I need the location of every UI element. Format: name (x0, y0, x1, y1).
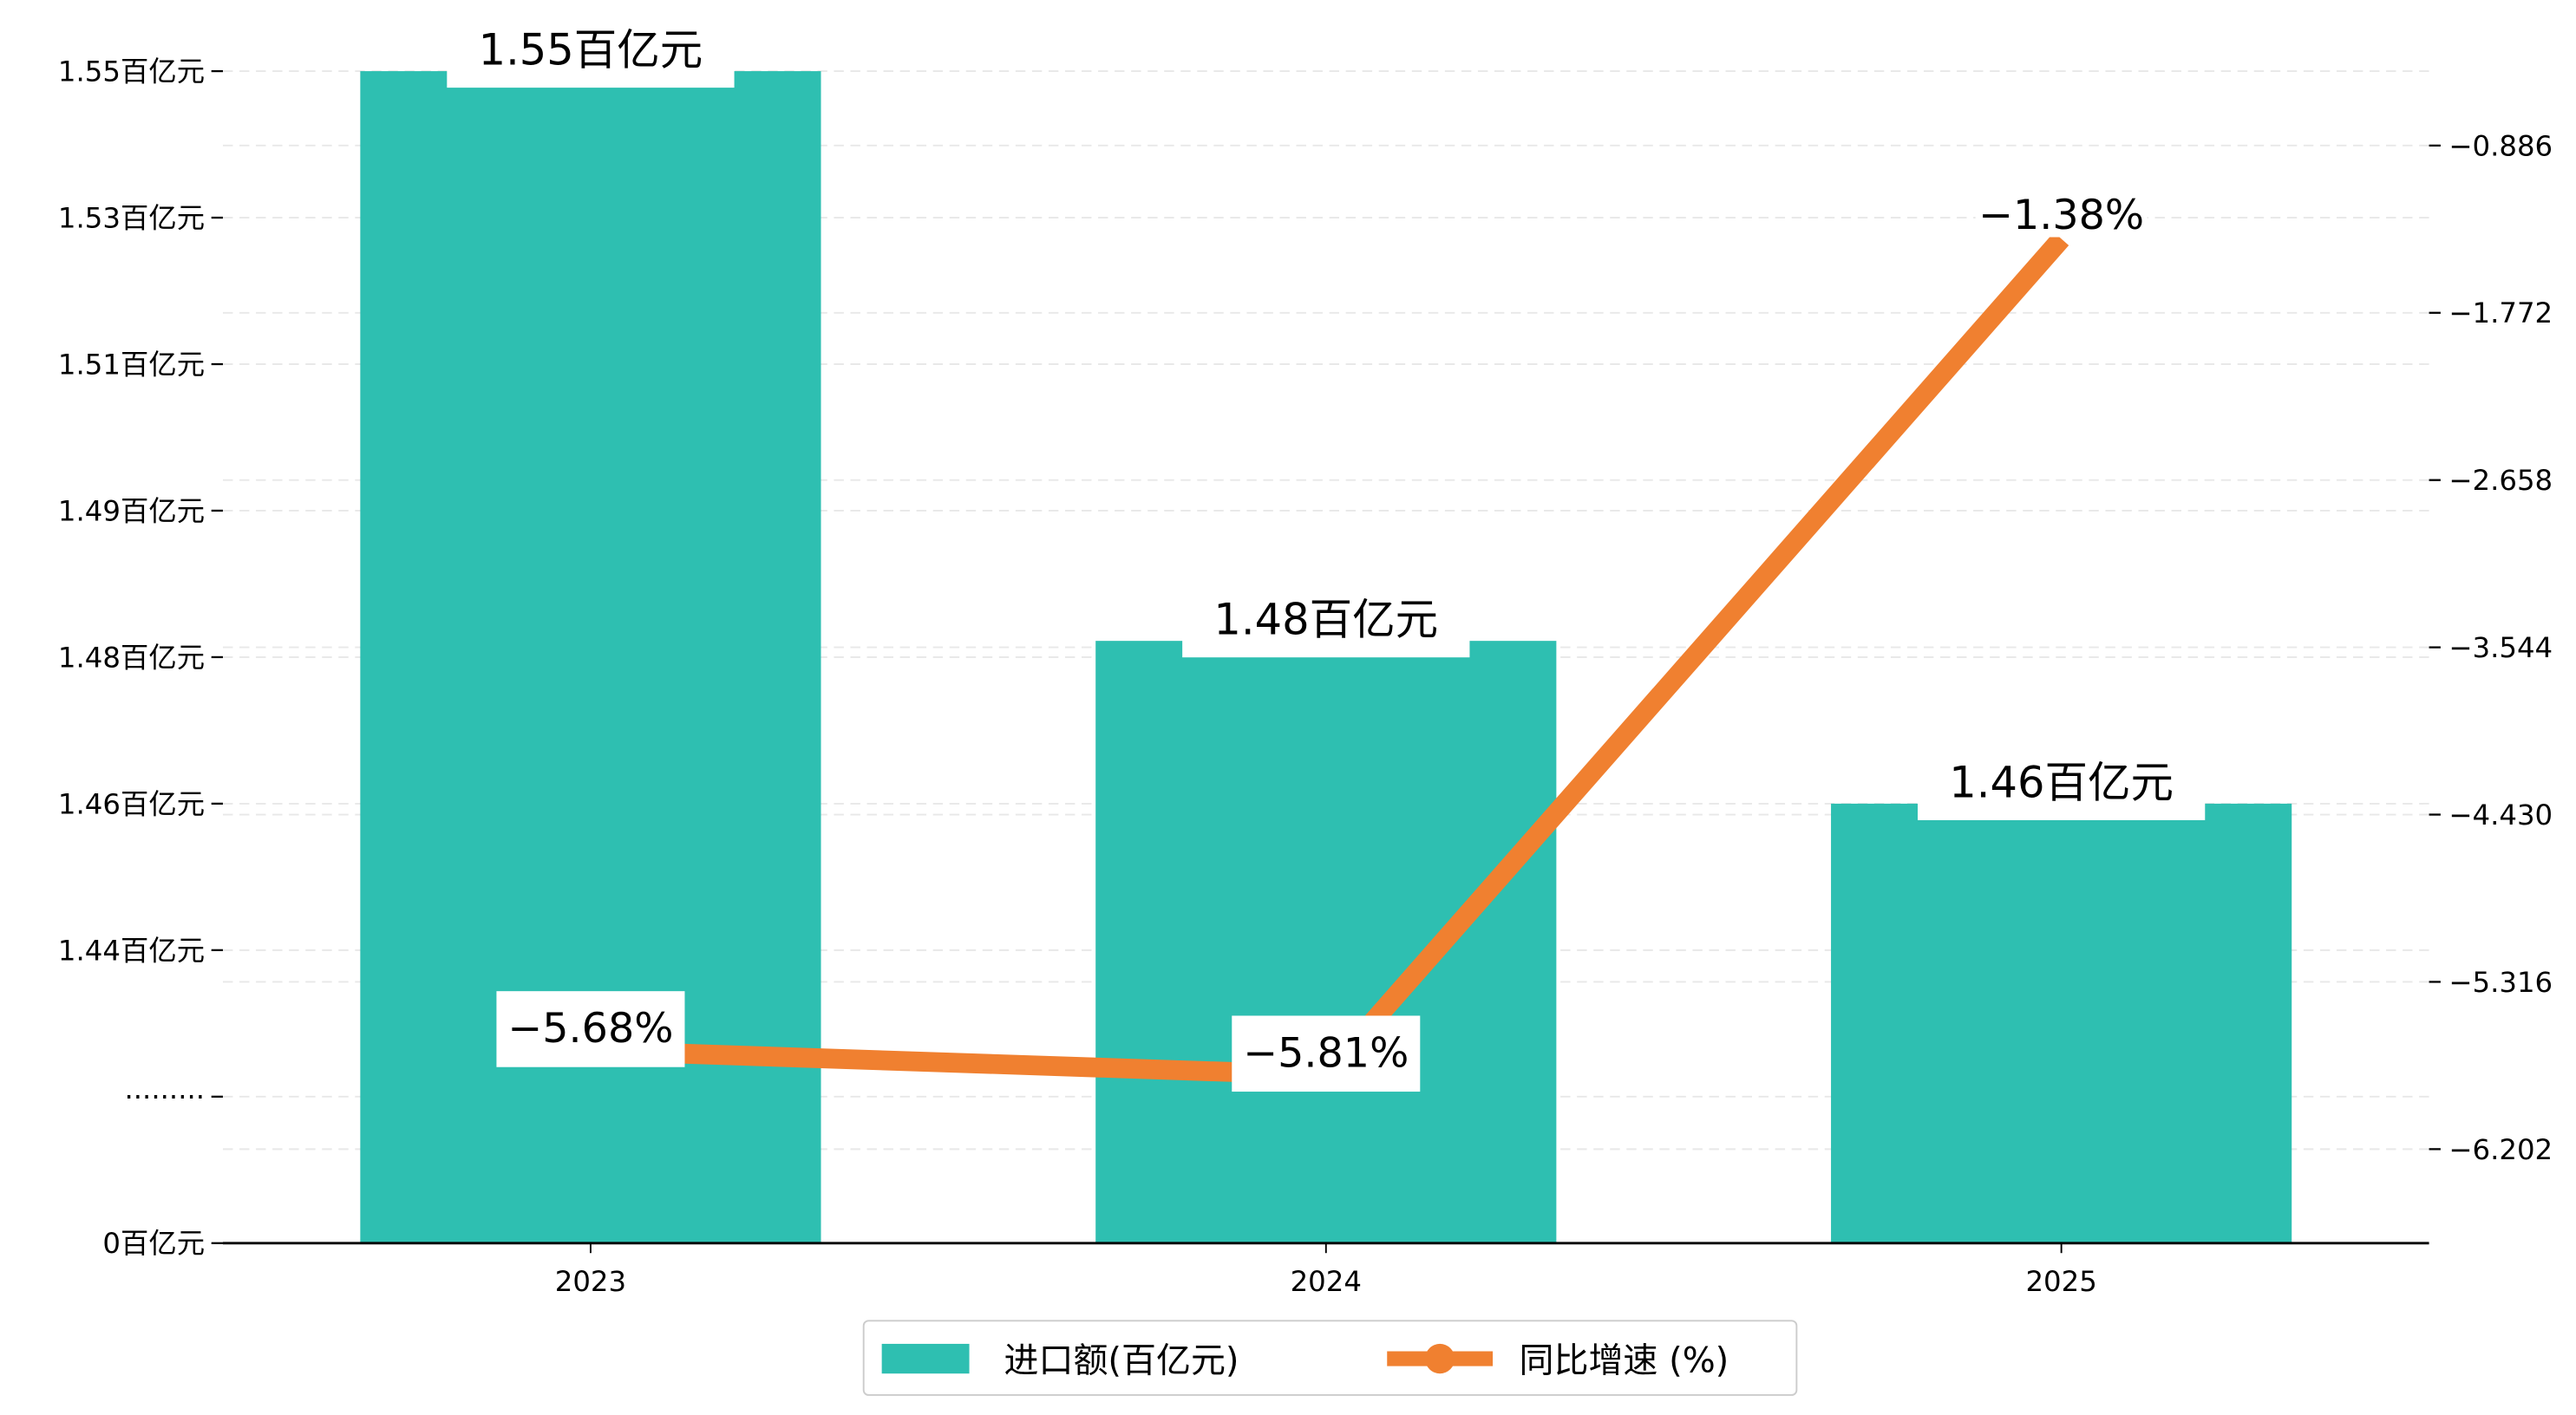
right-tick-label: −5.316 (2449, 966, 2553, 999)
data-labels: 1.55百亿元 1.48百亿元 1.46百亿元 −5.68% −5.81% −1.38% (447, 13, 2206, 1092)
left-tick-label: 1.49百亿元 (58, 494, 205, 527)
left-tick-label: 1.44百亿元 (58, 934, 205, 967)
growth-label-box (1232, 1015, 1421, 1092)
bar-value-label: 1.46百亿元 (1949, 757, 2174, 807)
bar-label-box (447, 13, 735, 88)
left-tick-label: 0百亿元 (102, 1227, 205, 1260)
bar-2023 (360, 71, 821, 1243)
right-tick-label: −3.544 (2449, 631, 2553, 664)
growth-label-box (1975, 184, 2148, 238)
left-tick-label: 1.53百亿元 (58, 201, 205, 234)
growth-label-box (496, 991, 685, 1067)
bar-label-box (1918, 746, 2206, 820)
bar-value-label: 1.55百亿元 (479, 24, 703, 75)
left-tick-label: 1.46百亿元 (58, 787, 205, 820)
x-tick-label: 2025 (2025, 1265, 2096, 1298)
bar-value-label: 1.48百亿元 (1213, 595, 1438, 645)
left-tick-label: ········· (124, 1080, 205, 1113)
bar-2025 (1831, 803, 2292, 1243)
legend-line-marker (1425, 1343, 1455, 1374)
legend-line-label: 同比增速 (%) (1520, 1340, 1729, 1380)
growth-value-label: −5.68% (507, 1005, 673, 1053)
legend-bar-label: 进口额(百亿元) (1004, 1340, 1239, 1380)
right-tick-label: −1.772 (2449, 297, 2553, 329)
right-tick-label: −4.430 (2449, 799, 2553, 831)
right-tick-label: −6.202 (2449, 1133, 2553, 1166)
legend-bar-swatch (881, 1343, 970, 1374)
legend: 进口额(百亿元) 同比增速 (%) (862, 1320, 1798, 1396)
growth-value-label: −1.38% (1978, 192, 2144, 239)
left-tick-label: 1.55百亿元 (58, 55, 205, 88)
left-tick-label: 1.51百亿元 (58, 348, 205, 381)
left-tick-label: 1.48百亿元 (58, 641, 205, 674)
right-tick-label: −2.658 (2449, 464, 2553, 497)
bar-label-box (1182, 583, 1470, 658)
right-tick-label: −0.886 (2449, 129, 2553, 162)
x-tick-label: 2023 (555, 1265, 626, 1298)
growth-value-label: −5.81% (1243, 1029, 1409, 1077)
x-tick-label: 2024 (1291, 1265, 1362, 1298)
bar-2024 (1095, 641, 1557, 1243)
axes: 1.55百亿元 1.53百亿元 1.51百亿元 1.49百亿元 1.48百亿元 1.46百… (58, 55, 2553, 1298)
legend-box (862, 1320, 1798, 1396)
